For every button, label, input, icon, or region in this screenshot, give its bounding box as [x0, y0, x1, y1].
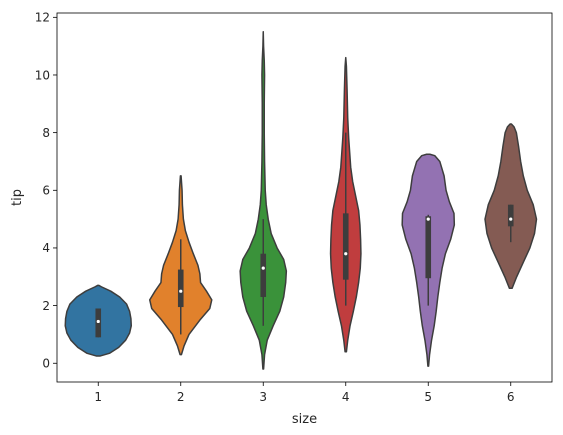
y-axis-label: tip	[10, 189, 25, 206]
y-tick-label-0: 0	[42, 357, 50, 371]
x-tick-label-6: 6	[507, 390, 515, 404]
y-tick-label-10: 10	[35, 68, 50, 82]
x-tick-label-4: 4	[342, 390, 350, 404]
y-tick-label-12: 12	[35, 11, 50, 25]
median-point-6	[509, 217, 513, 221]
x-tick-label-2: 2	[177, 390, 185, 404]
median-point-1	[96, 319, 100, 324]
median-point-3	[261, 266, 265, 270]
x-tick-label-1: 1	[94, 390, 102, 404]
median-point-2	[179, 289, 183, 293]
iqr-box-3	[260, 253, 267, 297]
iqr-box-6	[507, 204, 514, 227]
violin-3	[239, 30, 288, 370]
median-point-4	[344, 252, 348, 256]
median-point-5	[426, 217, 430, 221]
violin-layer	[64, 30, 538, 370]
x-tick-label-5: 5	[424, 390, 432, 404]
y-tick-label-6: 6	[42, 184, 50, 198]
plot-area	[57, 13, 552, 382]
iqr-box-2	[177, 269, 184, 308]
x-tick-label-3: 3	[259, 390, 267, 404]
y-tick-label-8: 8	[42, 126, 50, 140]
iqr-box-4	[342, 213, 349, 280]
x-axis-label: size	[292, 412, 317, 427]
plot-frame	[56, 12, 553, 383]
y-tick-label-2: 2	[42, 299, 50, 313]
y-tick-label-4: 4	[42, 241, 50, 255]
iqr-box-5	[425, 216, 432, 279]
